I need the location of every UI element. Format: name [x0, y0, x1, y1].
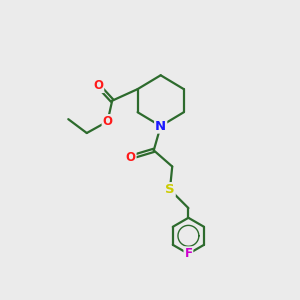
- Text: F: F: [184, 247, 192, 260]
- Text: O: O: [103, 115, 112, 128]
- Text: O: O: [93, 79, 103, 92]
- Text: O: O: [126, 151, 136, 164]
- Text: S: S: [165, 183, 175, 196]
- Text: N: N: [155, 120, 166, 133]
